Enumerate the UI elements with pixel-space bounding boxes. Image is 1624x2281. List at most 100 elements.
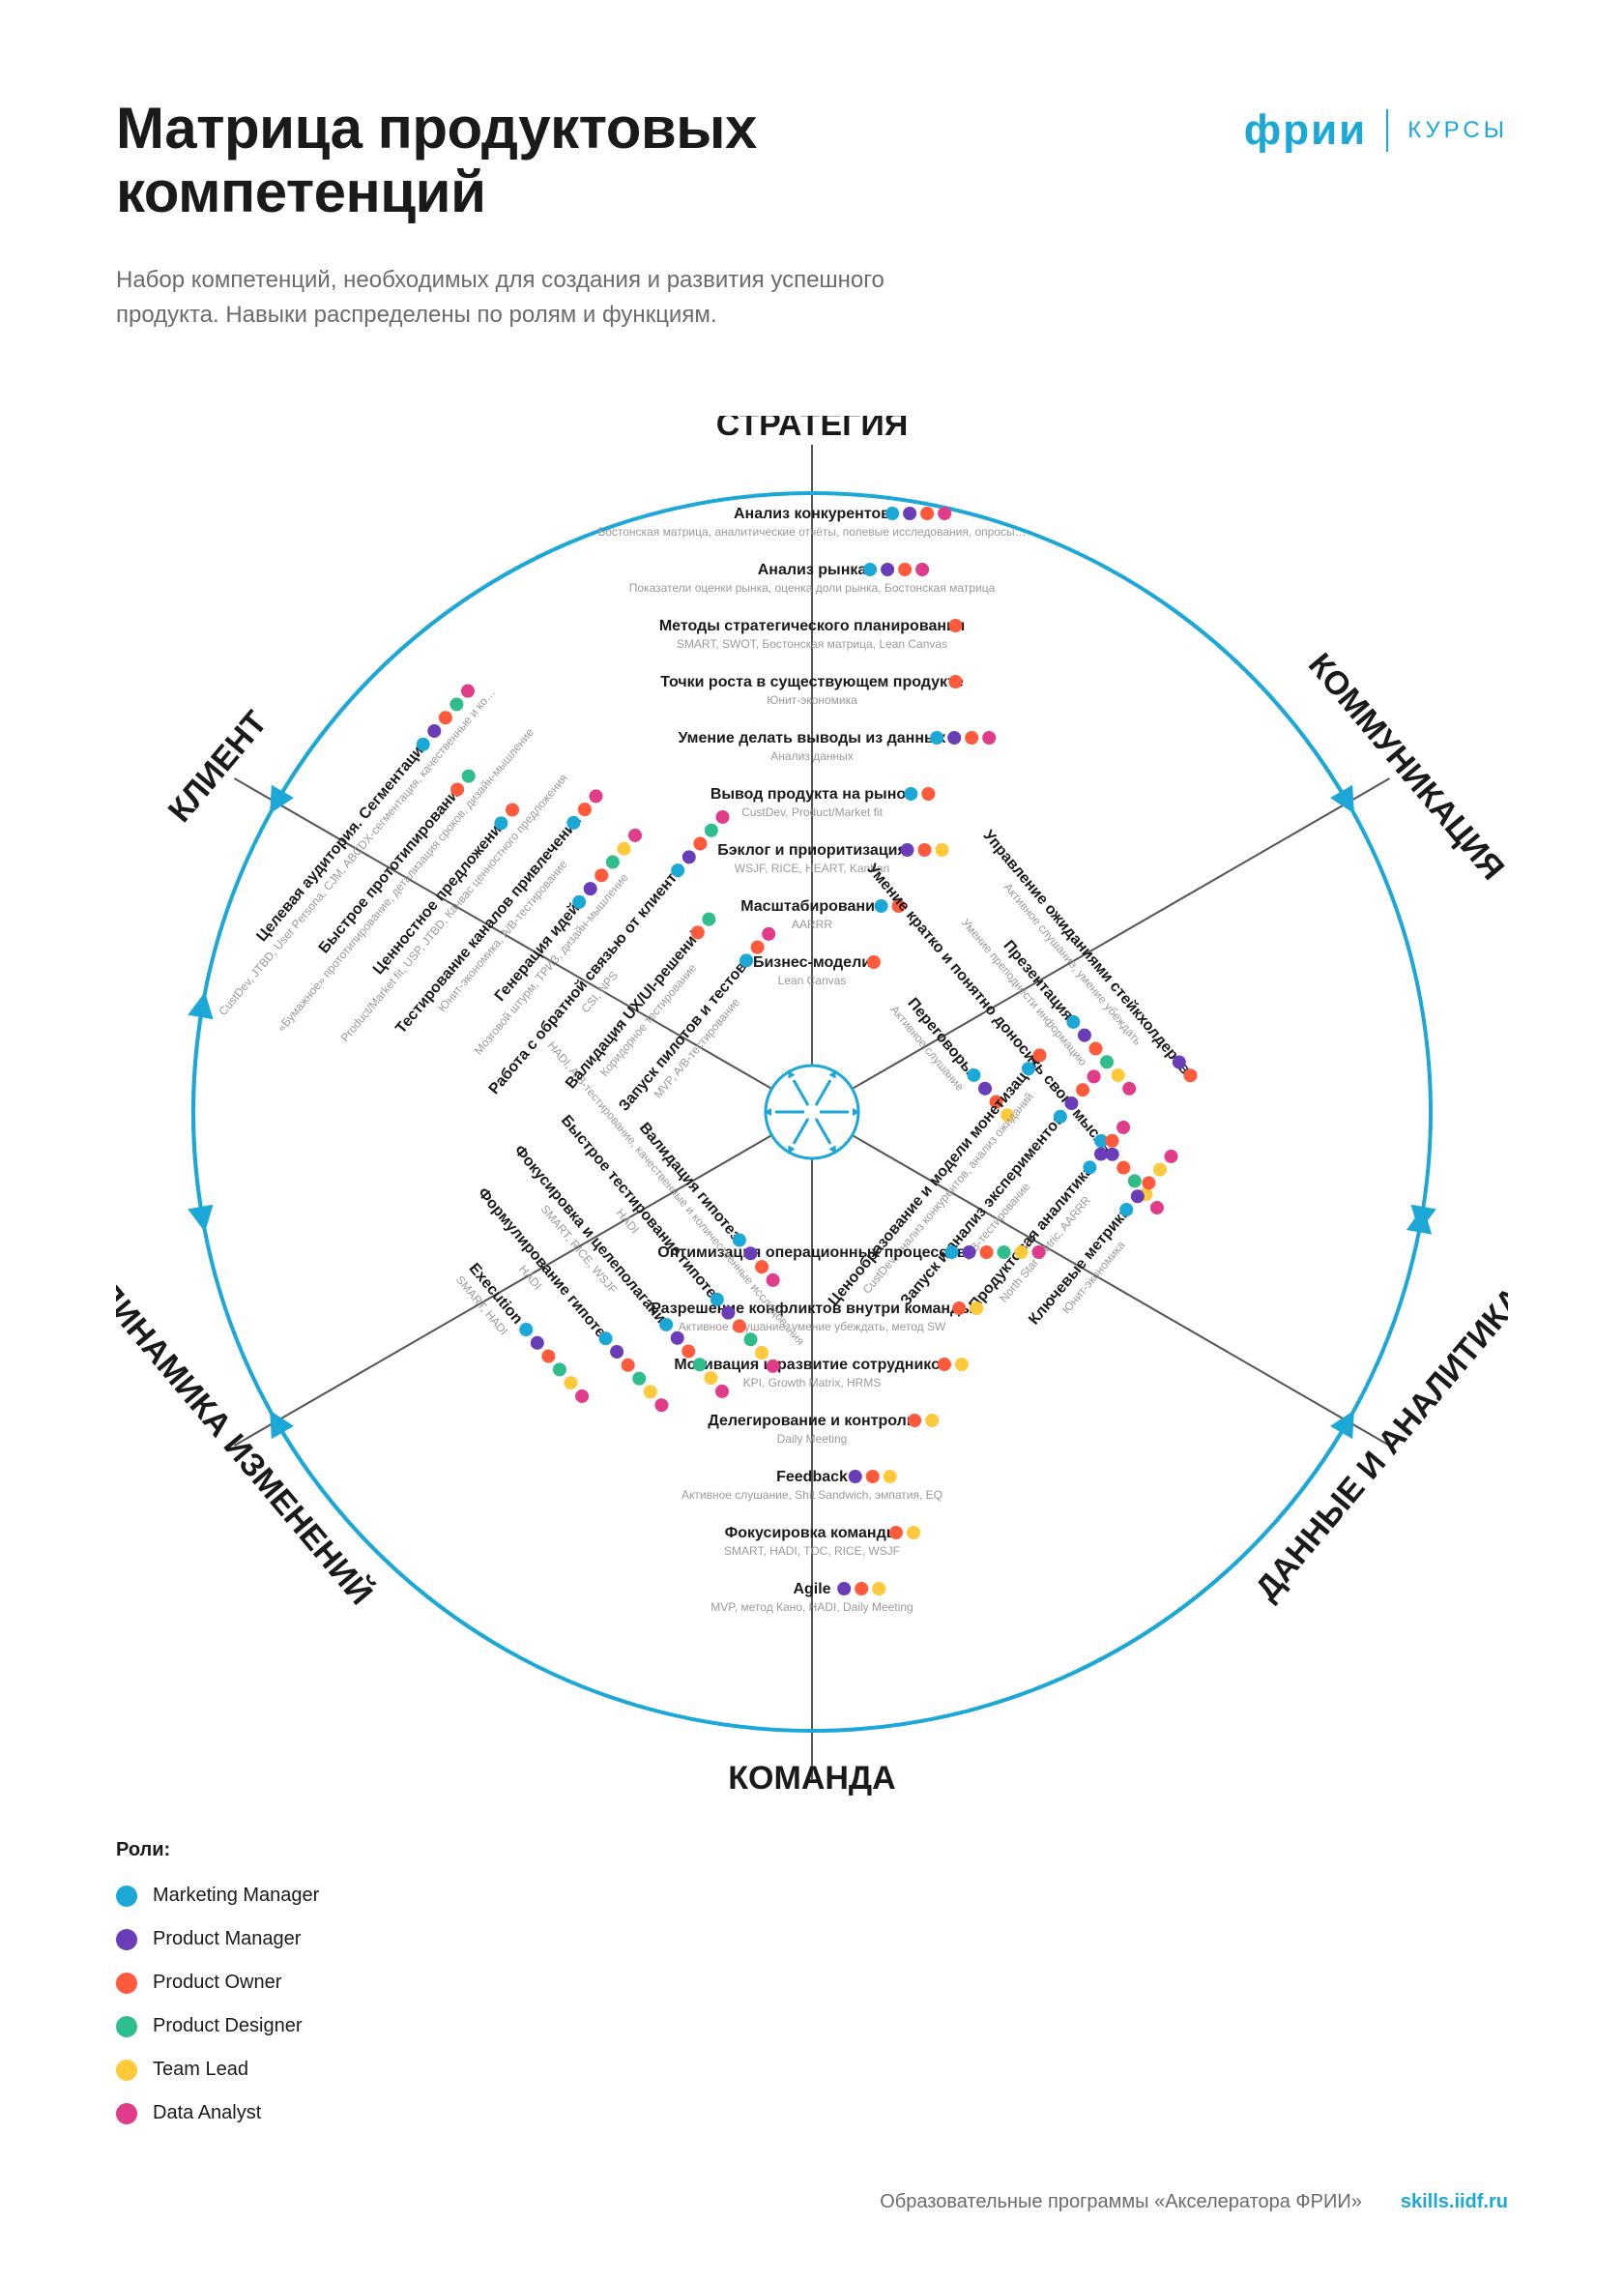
role-dot bbox=[837, 1582, 851, 1595]
role-dot bbox=[1032, 1245, 1046, 1259]
role-dot bbox=[652, 1395, 672, 1415]
role-dot bbox=[1087, 1039, 1106, 1059]
skill-desc: AARRR bbox=[792, 918, 832, 931]
skill-item: Бизнес-модели Lean Canvas bbox=[753, 954, 881, 987]
sector-label: КЛИЕНТ bbox=[161, 704, 275, 830]
legend-label: Data Analyst bbox=[153, 2102, 261, 2124]
skill-title: Мотивация и развитие сотрудников bbox=[674, 1357, 950, 1373]
role-dot bbox=[935, 843, 948, 857]
skill-desc: Lean Canvas bbox=[778, 974, 847, 987]
role-dot bbox=[945, 1245, 959, 1259]
role-dot bbox=[849, 1470, 862, 1483]
skill-desc: KPI, Growth Matrix, HRMS bbox=[743, 1376, 882, 1389]
role-dot bbox=[903, 507, 916, 520]
role-dot bbox=[528, 1333, 547, 1353]
skill-desc: CustDev, Product/Market fit bbox=[741, 805, 883, 819]
role-dot bbox=[1015, 1245, 1029, 1259]
skill-title: Делегирование и контроль bbox=[708, 1413, 915, 1429]
skill-desc: Активное слушание, Shit Sandwich, эмпати… bbox=[682, 1488, 942, 1502]
sector-label: КОММУНИКАЦИЯ bbox=[1301, 646, 1508, 887]
skill-title: Точки роста в существующем продукте bbox=[660, 674, 964, 690]
role-dot bbox=[615, 839, 634, 859]
legend-row: Data Analyst bbox=[116, 2102, 319, 2124]
skill-item: Вывод продукта на рынок CustDev, Product/… bbox=[710, 786, 935, 819]
skill-item: Делегирование и контроль Daily Meeting bbox=[708, 1413, 939, 1446]
role-dot bbox=[920, 507, 934, 520]
legend-dot bbox=[116, 1886, 137, 1907]
role-dot bbox=[938, 1358, 951, 1371]
skill-title: Feedback bbox=[776, 1469, 848, 1485]
legend-row: Team Lead bbox=[116, 2059, 319, 2081]
footer: Образовательные программы «Акселератора … bbox=[880, 2191, 1508, 2213]
legend-dot bbox=[116, 1973, 137, 1994]
logo-brand: фрии bbox=[1244, 106, 1367, 155]
role-dot bbox=[952, 1301, 966, 1315]
role-dot bbox=[539, 1347, 559, 1366]
role-dot bbox=[872, 1582, 885, 1595]
legend-dot bbox=[116, 2103, 137, 2124]
role-dot bbox=[947, 731, 961, 745]
role-dot bbox=[712, 1382, 732, 1401]
role-dot bbox=[904, 787, 917, 801]
skill-title: Бизнес-модели bbox=[753, 954, 871, 971]
role-dot bbox=[1125, 1172, 1145, 1191]
role-dot bbox=[1114, 1158, 1133, 1178]
legend-label: Product Manager bbox=[153, 1928, 301, 1950]
role-dot bbox=[680, 847, 699, 866]
role-dot bbox=[1114, 1118, 1133, 1137]
skill-title: Вывод продукта на рынок bbox=[710, 786, 914, 803]
skill-title: Анализ конкурентов bbox=[734, 506, 890, 522]
title-line2: компетенций bbox=[116, 160, 485, 224]
role-dot bbox=[550, 1360, 569, 1379]
role-dot bbox=[572, 1387, 592, 1406]
role-dot bbox=[1073, 1080, 1092, 1099]
role-dot bbox=[975, 1079, 995, 1098]
sector-label: ДАННЫЕ И АНАЛИТИКА bbox=[1248, 1280, 1508, 1608]
skill-title: Методы стратегического планирования bbox=[659, 618, 965, 634]
sector-label: ДИНАМИКА ИЗМЕНЕНИЙ bbox=[116, 1274, 380, 1612]
legend-label: Product Designer bbox=[153, 2015, 303, 2037]
legend-label: Marketing Manager bbox=[153, 1885, 319, 1907]
role-dot bbox=[1097, 1052, 1116, 1071]
skill-title: Agile bbox=[793, 1581, 830, 1597]
skill-desc: Активное слушание, умение убеждать, мето… bbox=[679, 1320, 946, 1333]
sector-label: КОМАНДА bbox=[728, 1760, 895, 1797]
role-dot bbox=[1085, 1067, 1104, 1087]
legend-dot bbox=[116, 2016, 137, 2037]
skill-desc: Daily Meeting bbox=[777, 1432, 848, 1446]
footer-link[interactable]: skills.iidf.ru bbox=[1401, 2191, 1508, 2213]
role-dot bbox=[998, 1245, 1011, 1259]
role-dot bbox=[436, 708, 455, 727]
role-dot bbox=[587, 786, 606, 805]
skill-item: Мотивация и развитие сотрудников KPI, Gro… bbox=[674, 1357, 969, 1389]
role-dot bbox=[863, 563, 877, 576]
skill-item: Бэклог и приоритизацияWSJF, RICE, HEART,… bbox=[717, 842, 948, 875]
role-dot bbox=[1150, 1160, 1170, 1180]
skill-title: Разрешение конфликтов внутри команды bbox=[651, 1301, 973, 1317]
skill-desc: Бостонская матрица, аналитические отчёты… bbox=[597, 525, 1026, 539]
role-dot bbox=[866, 1470, 880, 1483]
role-dot bbox=[889, 1526, 903, 1539]
role-dot bbox=[759, 924, 778, 944]
skill-item: МасштабированиеAARRR bbox=[740, 898, 905, 931]
skill-item: Разрешение конфликтов внутри команды Акти… bbox=[651, 1301, 983, 1333]
role-dot bbox=[921, 787, 935, 801]
logo-section: КУРСЫ bbox=[1407, 117, 1508, 144]
role-dot bbox=[875, 899, 888, 913]
role-dot bbox=[592, 865, 611, 885]
role-dot bbox=[458, 682, 478, 701]
legend-row: Product Owner bbox=[116, 1972, 319, 1994]
role-dot bbox=[884, 1470, 897, 1483]
role-dot bbox=[702, 821, 721, 840]
role-dot bbox=[885, 507, 899, 520]
legend-dot bbox=[116, 1929, 137, 1950]
role-dot bbox=[982, 731, 996, 745]
sector-arc bbox=[1167, 605, 1431, 1219]
skill-title: Бэклог и приоритизация bbox=[717, 842, 907, 859]
logo-block: фрии КУРСЫ bbox=[1244, 106, 1508, 155]
role-dot bbox=[700, 910, 719, 929]
skill-desc: Юнит-экономика bbox=[767, 693, 857, 707]
role-dot bbox=[907, 1526, 920, 1539]
skill-desc: MVP, метод Кано, HADI, Daily Meeting bbox=[710, 1600, 913, 1614]
legend: Роли: Marketing Manager Product Manager … bbox=[116, 1839, 319, 2146]
